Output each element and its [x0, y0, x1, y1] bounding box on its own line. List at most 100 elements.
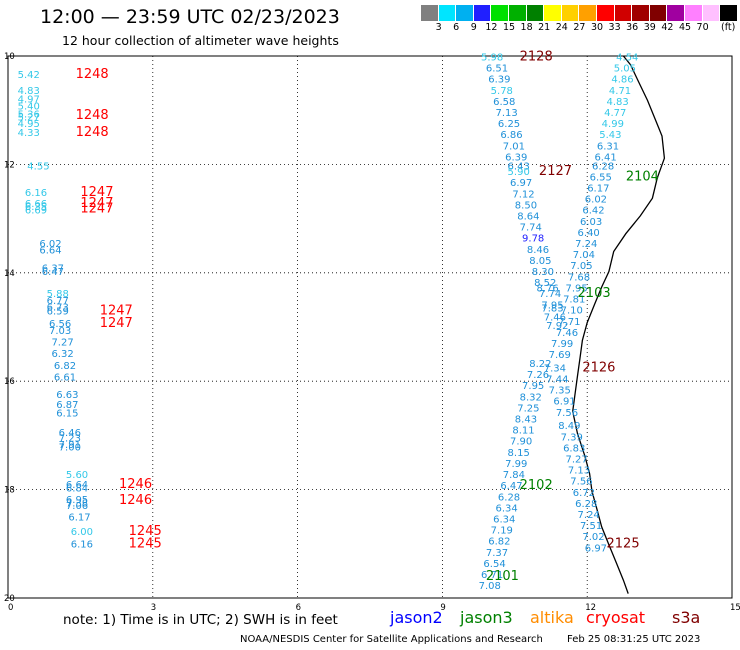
- wave-height-value: 7.92: [546, 321, 568, 332]
- wave-height-value: 7.39: [561, 432, 583, 443]
- wave-height-value: 6.28: [592, 161, 614, 172]
- wave-height-value: 7.12: [512, 189, 534, 200]
- wave-height-value: 6.51: [486, 64, 508, 75]
- wave-height-value: 7.99: [551, 339, 573, 350]
- colorbar-label: 18: [520, 22, 533, 33]
- wave-height-value: 6.55: [590, 172, 612, 183]
- wave-height-value: 6.73: [47, 303, 69, 314]
- colorbar-swatch: [508, 5, 527, 21]
- wave-height-value: 4.99: [602, 119, 624, 130]
- y-tick-label: 14: [4, 269, 15, 279]
- wave-height-value: 6.64: [39, 246, 61, 257]
- wave-height-value: 7.34: [544, 363, 566, 374]
- wave-height-value: 6.02: [39, 239, 61, 250]
- wave-height-value: 4.83: [18, 86, 40, 97]
- wave-height-value: 5.98: [481, 52, 503, 63]
- colorbar-label: 6: [453, 22, 460, 33]
- wave-height-value: 4.97: [18, 95, 40, 106]
- colorbar-label: 70: [696, 22, 709, 33]
- wave-height-value: 8.50: [515, 200, 537, 211]
- wave-height-value: 6.87: [56, 400, 78, 411]
- wave-height-value: 7.46: [556, 328, 578, 339]
- wave-height-value: 6.86: [500, 130, 522, 141]
- wave-height-value: 5.36: [18, 109, 40, 120]
- wave-height-value: 4.54: [616, 52, 638, 63]
- wave-height-value: 6.00: [71, 527, 93, 538]
- x-tick-label: 0: [8, 603, 13, 613]
- wave-height-value: 7.13: [495, 108, 517, 119]
- wave-height-value: 7.25: [517, 403, 539, 414]
- wave-height-value: 4.86: [611, 75, 633, 86]
- wave-height-value: 6.61: [54, 372, 76, 383]
- colorbar-label: 24: [555, 22, 568, 33]
- wave-height-value: 6.40: [578, 228, 600, 239]
- colorbar-label: 15: [502, 22, 516, 33]
- wave-height-value: 6.77: [47, 296, 69, 307]
- wave-height-value: 7.27: [565, 455, 587, 466]
- pass-number-label: 2126: [582, 360, 615, 375]
- colorbar-label: (ft): [721, 22, 736, 33]
- wave-height-value: 7.10: [561, 306, 583, 317]
- wave-height-value: 7.13: [568, 466, 590, 477]
- wave-height-value: 7.51: [580, 521, 602, 532]
- colorbar-swatch: [596, 5, 615, 21]
- wave-height-colorbar: [421, 5, 738, 21]
- coastline-path: [572, 55, 666, 594]
- wave-height-value: 7.06: [66, 501, 88, 512]
- wave-height-value: 6.97: [585, 543, 607, 554]
- mission-jason2: jason2: [390, 608, 443, 627]
- wave-height-value: 6.83: [563, 443, 585, 454]
- x-tick-label: 9: [440, 603, 445, 613]
- colorbar-label: 33: [608, 22, 621, 33]
- colorbar-swatch: [649, 5, 668, 21]
- wave-height-value: 7.81: [563, 295, 585, 306]
- wave-height-value: 7.02: [582, 532, 604, 543]
- coastline: [572, 55, 666, 594]
- wave-height-value: 5.78: [491, 86, 513, 97]
- wave-height-value: 6.31: [597, 141, 619, 152]
- x-tick-label: 15: [730, 603, 740, 613]
- colorbar-swatch: [544, 5, 562, 21]
- wave-height-value: 7.99: [505, 459, 527, 470]
- colorbar-swatch: [561, 5, 580, 21]
- y-tick-label: 10: [4, 52, 15, 62]
- wave-height-value: 6.03: [580, 217, 602, 228]
- colorbar-swatch: [421, 5, 439, 21]
- wave-height-value: 7.03: [49, 326, 71, 337]
- wave-height-value: 4.33: [18, 128, 40, 139]
- wave-height-value: 6.82: [488, 537, 510, 548]
- wave-height-value: 6.37: [42, 263, 64, 274]
- wave-height-value: 7.44: [546, 375, 568, 386]
- wave-height-value: 6.16: [25, 188, 47, 199]
- colorbar-swatch: [702, 5, 721, 21]
- wave-height-value: 6.71: [481, 570, 503, 581]
- pass-number-label: 1248: [76, 67, 109, 82]
- wave-height-value: 4.83: [607, 97, 629, 108]
- wave-height-value: 8.76: [537, 283, 559, 294]
- wave-height-value: 6.97: [510, 178, 532, 189]
- wave-height-value: 7.01: [503, 141, 525, 152]
- wave-height-value: 7.08: [479, 581, 501, 592]
- colorbar-swatch: [473, 5, 492, 21]
- pass-number-label: 2103: [578, 286, 611, 301]
- colorbar-label: 21: [538, 22, 551, 33]
- wave-height-value: 8.22: [529, 359, 551, 370]
- pass-labels: 1248124812481247124712471247124712461246…: [76, 49, 659, 584]
- wave-height-value: 4.55: [27, 161, 49, 172]
- x-tick-label: 6: [296, 603, 301, 613]
- wave-height-value: 6.54: [483, 559, 505, 570]
- wave-height-value: 7.91: [59, 440, 81, 451]
- wave-height-value: 6.72: [573, 488, 595, 499]
- wave-height-value: 7.04: [573, 250, 595, 261]
- footer-note: note: 1) Time is in UTC; 2) SWH is in fe…: [63, 612, 338, 628]
- wave-height-value: 7.69: [549, 350, 571, 361]
- wave-height-value: 7.74: [539, 289, 561, 300]
- wave-height-value: 6.15: [56, 409, 78, 420]
- wave-height-value: 7.05: [570, 261, 592, 272]
- colorbar-swatch: [438, 5, 457, 21]
- colorbar-label: 42: [661, 22, 674, 33]
- wave-height-value: 7.95: [541, 300, 563, 311]
- wave-height-value: 8.64: [517, 211, 539, 222]
- wave-height-value: 6.34: [493, 514, 515, 525]
